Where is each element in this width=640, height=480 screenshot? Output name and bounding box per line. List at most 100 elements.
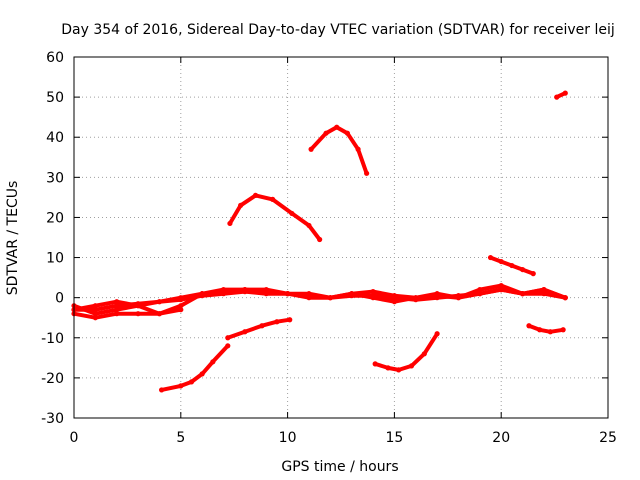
x-tick-label: 15 <box>385 430 403 446</box>
data-point <box>547 329 553 335</box>
data-point <box>227 220 233 227</box>
data-point <box>225 335 231 341</box>
data-point <box>199 291 205 297</box>
y-tick-label: -10 <box>41 331 64 347</box>
data-point <box>156 299 163 305</box>
data-point <box>349 291 355 297</box>
data-point <box>530 271 536 277</box>
data-point <box>287 317 293 323</box>
data-point <box>274 319 280 325</box>
grid-lines <box>74 57 608 418</box>
data-point <box>178 383 184 389</box>
data-point <box>519 291 526 297</box>
data-point <box>306 291 312 297</box>
data-point <box>317 236 323 243</box>
y-tick-label: 60 <box>46 50 64 66</box>
chart-title: Day 354 of 2016, Sidereal Day-to-day VTE… <box>61 22 615 38</box>
x-tick-label: 10 <box>279 430 297 446</box>
data-point <box>306 222 312 229</box>
y-axis-label: SDTVAR / TECUs <box>5 181 21 296</box>
data-point <box>158 387 165 393</box>
data-point <box>537 327 543 333</box>
data-point <box>526 323 532 329</box>
data-point <box>263 287 269 293</box>
y-tick-label: 30 <box>46 170 64 186</box>
data-point <box>509 262 515 269</box>
data-point <box>562 90 568 96</box>
data-point <box>498 287 504 293</box>
data-point <box>554 94 560 100</box>
data-point <box>385 365 391 371</box>
data-point <box>306 295 312 301</box>
data-point <box>220 291 227 297</box>
data-point <box>560 327 566 333</box>
data-point <box>391 293 397 299</box>
data-point <box>434 291 440 297</box>
data-point <box>92 303 98 309</box>
data-point <box>370 295 376 301</box>
data-point <box>92 315 98 321</box>
data-point <box>114 299 120 305</box>
data-point <box>413 295 419 301</box>
data-point <box>334 124 340 130</box>
data-point <box>455 295 462 301</box>
y-tick-label: 10 <box>46 251 64 267</box>
y-tick-label: 50 <box>46 90 64 106</box>
data-point <box>344 130 351 136</box>
series-baseline-d <box>72 299 183 316</box>
x-tick-label: 25 <box>599 430 617 446</box>
data-point <box>252 192 259 198</box>
x-axis-label: GPS time / hours <box>281 459 398 475</box>
data-point <box>408 363 415 369</box>
data-point <box>178 303 184 309</box>
y-tick-label: -20 <box>41 371 64 387</box>
x-tick-label: 0 <box>70 430 79 446</box>
x-tick-label: 20 <box>492 430 510 446</box>
data-point <box>308 146 314 152</box>
series-arc-high <box>309 125 369 176</box>
data-point <box>364 170 370 176</box>
data-point <box>289 210 295 217</box>
data-point <box>238 202 244 209</box>
data-point <box>391 299 397 305</box>
y-tick-label: 40 <box>46 130 64 146</box>
data-point <box>434 331 440 337</box>
data-point <box>263 291 269 297</box>
data-point <box>487 254 494 261</box>
data-point <box>242 329 248 335</box>
data-point <box>188 379 195 385</box>
data-point <box>498 258 504 265</box>
data-traces <box>71 90 568 393</box>
data-point <box>285 291 291 297</box>
axis-ticks <box>73 56 609 419</box>
data-point <box>220 287 227 293</box>
data-point <box>92 307 98 313</box>
data-point <box>541 287 547 293</box>
y-tick-label: 20 <box>46 210 64 226</box>
data-point <box>156 311 163 317</box>
data-point <box>541 291 547 297</box>
data-point <box>270 196 276 202</box>
data-point <box>498 283 504 289</box>
data-point <box>370 289 376 295</box>
data-point <box>477 287 483 293</box>
data-point <box>114 303 120 309</box>
data-point <box>225 343 231 349</box>
data-point <box>135 311 141 317</box>
data-point <box>210 359 216 365</box>
data-point <box>178 297 184 303</box>
plot-frame <box>73 56 609 419</box>
y-tick-label: -30 <box>41 411 64 427</box>
y-tick-labels: -30 -20 -10 0 10 20 30 40 50 60 <box>41 50 64 427</box>
data-point <box>372 361 378 367</box>
data-point <box>323 130 329 136</box>
data-point <box>562 295 568 301</box>
data-point <box>327 295 333 301</box>
data-point <box>178 307 184 313</box>
data-point <box>242 287 248 293</box>
data-point <box>477 291 483 297</box>
y-tick-label: 0 <box>55 291 64 307</box>
x-tick-label: 5 <box>176 430 185 446</box>
data-point <box>135 303 141 309</box>
